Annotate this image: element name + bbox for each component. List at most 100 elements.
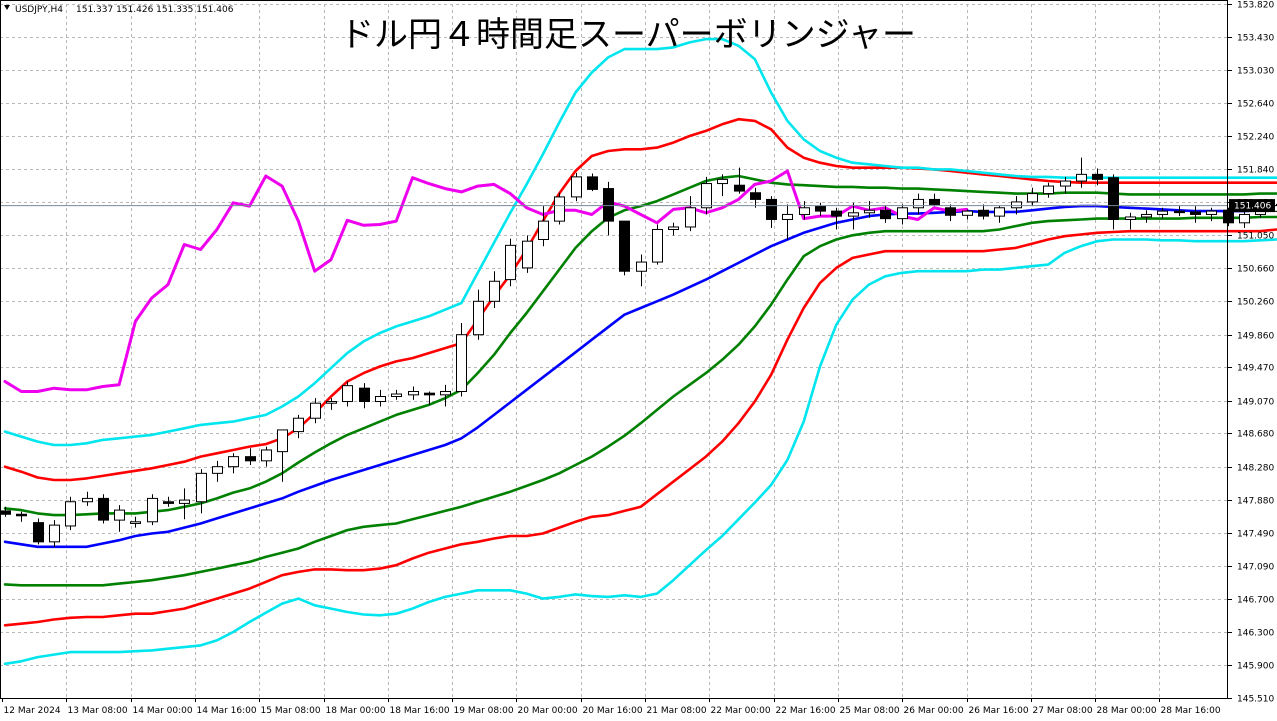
candle <box>1043 182 1054 198</box>
candle <box>815 202 826 217</box>
candle-body <box>489 280 500 302</box>
band-line-0 <box>3 204 1277 549</box>
y-tick-label: 152.640 <box>1237 100 1274 110</box>
band-line-4 <box>3 228 1277 627</box>
current-price-tag-box <box>1229 199 1275 213</box>
candle <box>571 172 582 202</box>
y-tick-label: 153.430 <box>1237 34 1274 44</box>
candle <box>310 398 321 424</box>
candle <box>554 192 565 225</box>
candle <box>456 323 467 397</box>
candle-body <box>1011 201 1022 209</box>
candle-body <box>1239 213 1250 224</box>
candle-body <box>522 240 533 269</box>
x-tick-label: 20 Mar 00:00 <box>518 706 578 716</box>
candle-body <box>310 402 321 419</box>
candle <box>701 176 712 215</box>
candle <box>82 491 93 506</box>
x-tick-label: 20 Mar 16:00 <box>583 706 643 716</box>
candle-body <box>962 210 973 216</box>
candle <box>1027 187 1038 207</box>
candle-body <box>897 207 908 220</box>
candle <box>473 289 484 340</box>
candle-body <box>261 449 272 462</box>
candle <box>750 187 761 208</box>
candle-body <box>212 466 223 474</box>
candle-body <box>668 226 679 230</box>
candle-body <box>685 207 696 228</box>
candle <box>293 414 304 439</box>
x-tick-label: 26 Mar 00:00 <box>904 706 964 716</box>
candle <box>1223 207 1234 227</box>
candle <box>799 201 810 220</box>
y-tick-label: 150.660 <box>1237 265 1274 275</box>
candle <box>489 271 500 308</box>
candle-body <box>49 524 60 543</box>
candle <box>163 496 174 507</box>
candle-body <box>1190 211 1201 215</box>
candle <box>196 469 207 514</box>
candle-body <box>391 393 402 398</box>
candle <box>717 174 728 197</box>
candle <box>228 453 239 474</box>
candle <box>522 235 533 273</box>
candle <box>440 384 451 407</box>
candle-body <box>994 207 1005 217</box>
candle-body <box>587 176 598 190</box>
candle-body <box>98 497 109 521</box>
candle-body <box>228 456 239 468</box>
candle-body <box>929 198 940 205</box>
candle-body <box>424 392 435 396</box>
candle <box>147 494 158 526</box>
y-tick-label: 150.260 <box>1237 298 1274 308</box>
y-tick-label: 147.090 <box>1237 563 1274 573</box>
candle-body <box>799 207 810 215</box>
candle-body <box>277 429 288 453</box>
candle <box>16 511 27 522</box>
x-tick-label: 14 Mar 00:00 <box>133 706 193 716</box>
candle <box>831 207 842 230</box>
band-line-7 <box>3 169 969 393</box>
candle <box>505 238 516 287</box>
grid <box>0 4 1228 699</box>
candle-body <box>179 499 190 504</box>
candle <box>1206 207 1217 222</box>
chart-menu-arrow-icon[interactable] <box>4 5 10 10</box>
candle-body <box>65 501 76 527</box>
candle <box>245 448 256 465</box>
candle-body <box>505 244 516 281</box>
candle-body <box>0 510 11 515</box>
candle-body <box>619 220 630 272</box>
candle <box>668 222 679 236</box>
x-tick-label: 14 Mar 16:00 <box>197 706 257 716</box>
x-tick-label: 22 Mar 16:00 <box>776 706 836 716</box>
y-tick-label: 146.300 <box>1237 629 1274 639</box>
x-tick-label: 15 Mar 08:00 <box>261 706 321 716</box>
ohlc-label: 151.337 151.426 151.335 151.406 <box>76 5 234 15</box>
candle-body <box>636 261 647 272</box>
candle <box>880 206 891 223</box>
candle <box>962 209 973 220</box>
candle <box>424 391 435 405</box>
candle-body <box>1108 177 1119 220</box>
x-tick-label: 19 Mar 08:00 <box>454 706 514 716</box>
candle <box>65 496 76 531</box>
chart-title: ドル円４時間足スーパーボリンジャー <box>340 15 916 55</box>
candle <box>1076 157 1087 188</box>
candle <box>1125 212 1136 230</box>
y-tick-label: 153.820 <box>1237 1 1274 11</box>
candle <box>587 173 598 192</box>
candle <box>685 196 696 232</box>
x-axis: 12 Mar 2024 13 Mar 08:00 14 Mar 00:00 14 Ma… <box>2 698 1221 716</box>
symbol-label: USDJPY,H4 <box>15 5 63 15</box>
candle-body <box>1141 213 1152 218</box>
candle <box>864 201 875 218</box>
band-line-2 <box>3 215 1277 587</box>
candle-body <box>359 387 370 403</box>
candle <box>1060 176 1071 194</box>
candle <box>1239 209 1250 228</box>
candle <box>179 488 190 520</box>
candle <box>212 460 223 482</box>
candle-body <box>326 401 337 404</box>
